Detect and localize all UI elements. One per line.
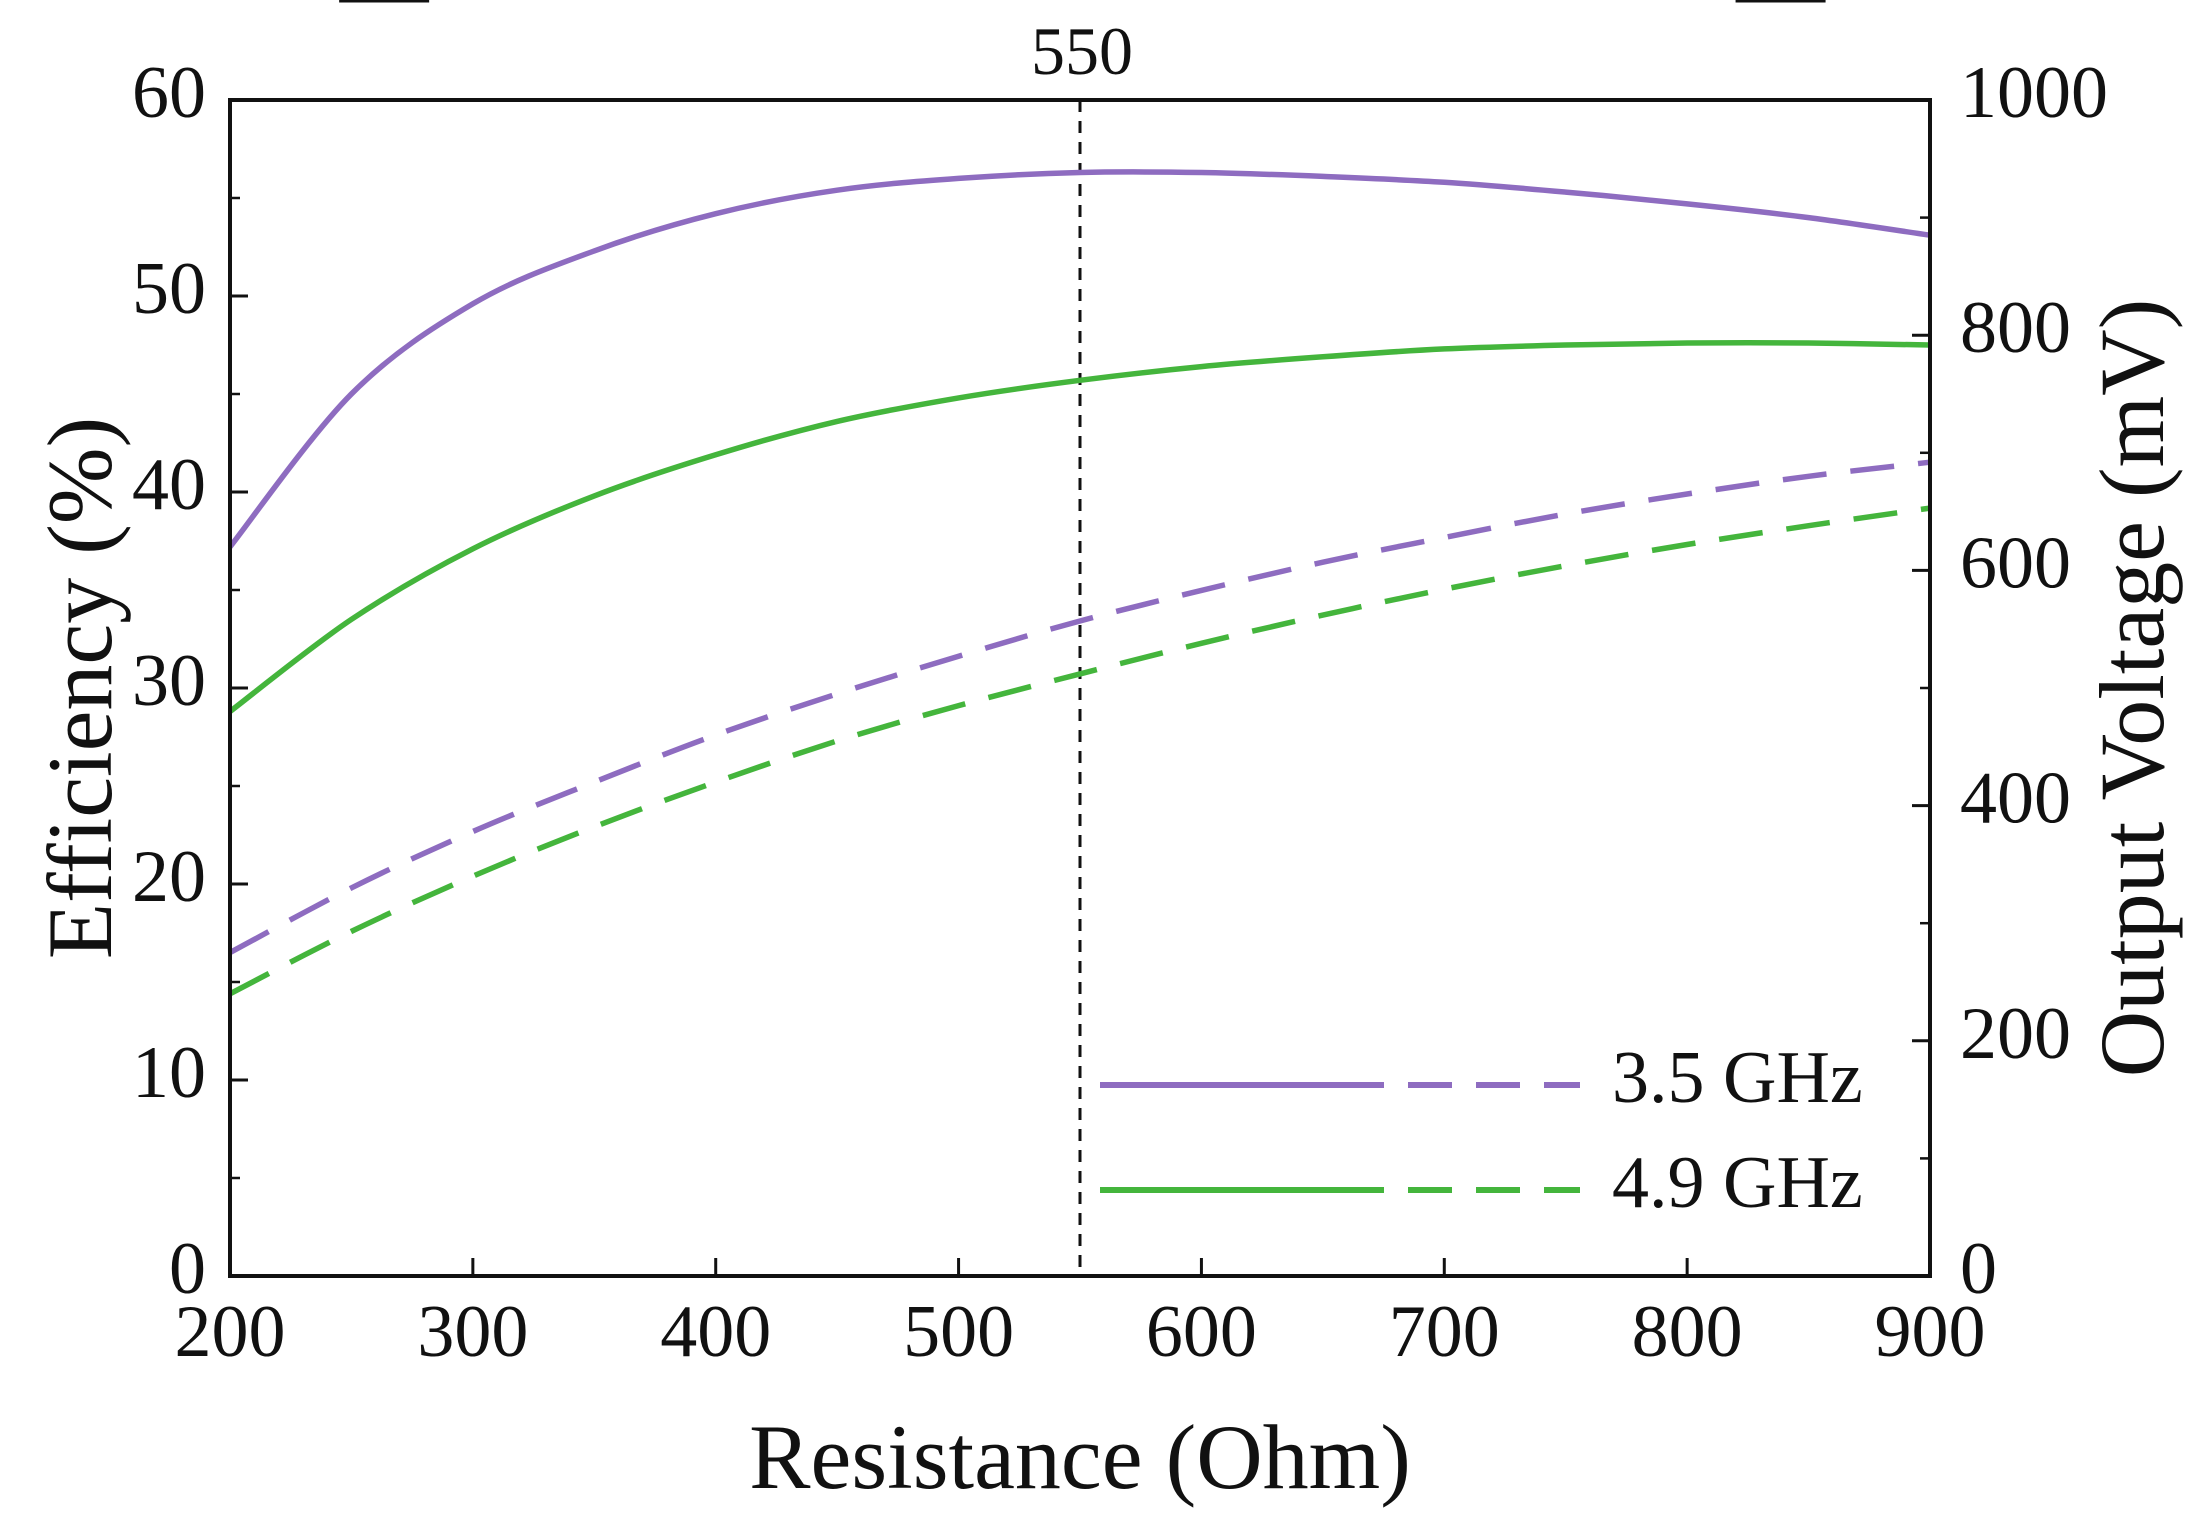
y-right-tick-label: 600 — [1960, 522, 2071, 604]
x-tick-label: 500 — [903, 1291, 1014, 1373]
x-tick-label: 700 — [1389, 1291, 1500, 1373]
y-left-tick-label: 20 — [132, 836, 206, 918]
y-left-tick-label: 60 — [132, 52, 206, 134]
y-left-tick-label: 10 — [132, 1032, 206, 1114]
x-tick-label: 300 — [417, 1291, 528, 1373]
y-right-tick-label: 400 — [1960, 758, 2071, 840]
annotation-group — [339, 0, 1826, 3]
y-left-tick-label: 0 — [169, 1228, 206, 1310]
series-group — [227, 169, 1931, 997]
legend-label: 4.9 GHz — [1612, 1142, 1863, 1224]
y-left-tick-label: 40 — [132, 444, 206, 526]
x-tick-label: 200 — [175, 1291, 286, 1373]
x-tick-label: 400 — [660, 1291, 771, 1373]
y-right-tick-label: 800 — [1960, 287, 2071, 369]
y-left-tick-label: 30 — [132, 640, 206, 722]
legend-label: 3.5 GHz — [1612, 1037, 1863, 1119]
x-tick-label: 900 — [1875, 1291, 1986, 1373]
y-right-tick-label: 0 — [1960, 1228, 1997, 1310]
y-right-tick-label: 1000 — [1960, 52, 2108, 134]
voltage-line-3p5ghz — [228, 459, 1931, 956]
efficiency-line-3p5ghz — [227, 169, 1931, 549]
y-left-axis-title: Efficiency (%) — [29, 417, 131, 959]
ref-line-label: 550 — [1031, 13, 1133, 89]
x-axis-title: Resistance (Ohm) — [749, 1406, 1411, 1508]
y-right-axis-title: Output Voltage (mV) — [2081, 299, 2183, 1078]
axes-group: 200 300 400 500 600 700 800 9000102030405060020… — [132, 52, 2108, 1373]
efficiency-line-4p9ghz — [228, 340, 1931, 714]
y-left-tick-label: 50 — [132, 248, 206, 330]
x-tick-label: 600 — [1146, 1291, 1257, 1373]
legend: 3.5 GHz 4.9 GHz — [1100, 1037, 1863, 1224]
voltage-line-4p9ghz — [228, 505, 1931, 997]
x-tick-label: 800 — [1632, 1291, 1743, 1373]
y-right-tick-label: 200 — [1960, 993, 2071, 1075]
